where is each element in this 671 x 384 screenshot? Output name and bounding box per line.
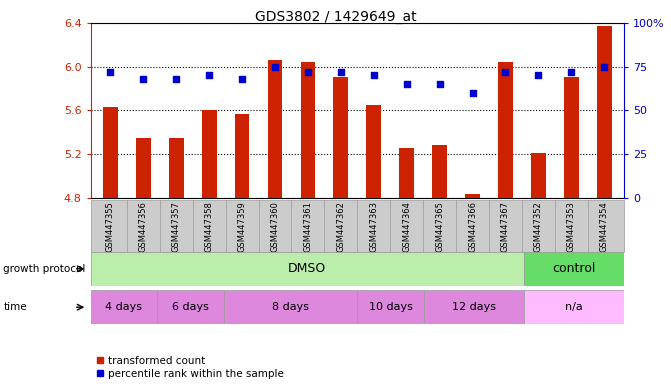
Bar [564,76,579,198]
Bar [169,138,184,198]
Bar [524,252,624,286]
Text: 4 days: 4 days [105,302,142,312]
Bar [524,290,624,324]
Point [500,69,511,75]
Bar [103,107,117,198]
Text: GSM447356: GSM447356 [139,201,148,252]
Bar [235,114,250,198]
Point [105,69,115,75]
Text: time: time [3,302,27,312]
Text: GSM447358: GSM447358 [205,201,213,252]
Text: GDS3802 / 1429649_at: GDS3802 / 1429649_at [255,10,416,23]
Point [533,72,544,78]
Point [467,90,478,96]
Text: growth protocol: growth protocol [3,264,86,274]
Point [599,64,610,70]
Text: DMSO: DMSO [288,262,326,275]
Bar [498,62,513,198]
Point [401,81,412,87]
Bar [301,62,315,198]
Bar [531,153,546,198]
Bar [268,60,282,198]
Bar [432,145,447,198]
Text: GSM447353: GSM447353 [567,201,576,252]
Bar [357,290,424,324]
Bar [333,76,348,198]
Text: GSM447360: GSM447360 [270,201,280,252]
Bar [157,290,224,324]
Bar [366,105,381,198]
Text: GSM447364: GSM447364 [402,201,411,252]
Point [237,76,248,82]
Text: 8 days: 8 days [272,302,309,312]
Bar [597,26,612,198]
Point [204,72,215,78]
Text: GSM447365: GSM447365 [435,201,444,252]
Bar [91,252,524,286]
Bar [202,110,217,198]
Point [434,81,445,87]
Text: GSM447367: GSM447367 [501,201,510,252]
Text: 12 days: 12 days [452,302,496,312]
Bar [91,290,157,324]
Point [303,69,313,75]
Point [368,72,379,78]
Text: GSM447352: GSM447352 [534,201,543,252]
Text: GSM447355: GSM447355 [106,201,115,252]
Point [336,69,346,75]
Bar [399,147,414,198]
Text: 6 days: 6 days [172,302,209,312]
Text: GSM447359: GSM447359 [238,201,246,252]
Text: 10 days: 10 days [368,302,413,312]
Bar [91,200,624,252]
Text: GSM447366: GSM447366 [468,201,477,252]
Text: GSM447363: GSM447363 [369,201,378,252]
Point [270,64,280,70]
Legend: transformed count, percentile rank within the sample: transformed count, percentile rank withi… [96,356,284,379]
Bar [465,194,480,198]
Point [171,76,182,82]
Bar [424,290,524,324]
Text: GSM447361: GSM447361 [303,201,313,252]
Text: control: control [552,262,596,275]
Point [566,69,576,75]
Point [138,76,149,82]
Bar [224,290,357,324]
Text: n/a: n/a [565,302,583,312]
Text: GSM447354: GSM447354 [600,201,609,252]
Text: GSM447357: GSM447357 [172,201,180,252]
Bar [136,138,151,198]
Text: GSM447362: GSM447362 [336,201,346,252]
